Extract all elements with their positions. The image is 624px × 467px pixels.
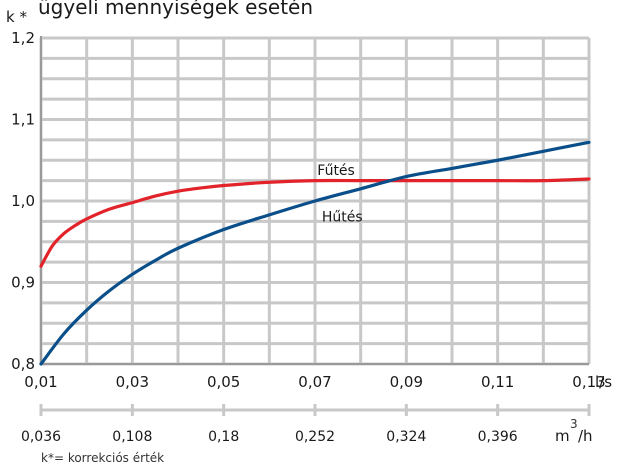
y-tick-label: 1,0: [11, 192, 35, 210]
x-axis-unit: l/s: [595, 373, 612, 391]
y-tick-label: 0,8: [11, 355, 35, 373]
x2-tick-label: 0,324: [386, 429, 426, 445]
x2-axis-unit-superscript: 3: [570, 417, 578, 431]
annotation-note: k*= korrekciós érték: [41, 451, 164, 465]
x2-tick-label: 0,036: [21, 429, 61, 445]
y-tick-label: 0,9: [11, 274, 35, 292]
x-tick-label: 0,09: [390, 373, 423, 391]
labels: 0,8 0,9 1,0 1,1 1,2 k * 0,01 0,03 0,05 0,07 0,09 0,…: [6, 8, 612, 445]
y-tick-label: 1,1: [11, 111, 35, 129]
header-fragment: ügyeli mennyiségek esetén: [38, 0, 313, 19]
series-line-hutes: [39, 140, 591, 366]
series: [39, 140, 591, 366]
y-axis-label: k *: [6, 8, 27, 26]
x2-tick-label: 0,252: [295, 429, 335, 445]
x-tick-label: 0,11: [481, 373, 514, 391]
x2-axis-unit-base: m: [555, 427, 570, 445]
axes: [39, 36, 591, 416]
x-tick-label: 0,05: [207, 373, 240, 391]
x2-axis-unit-tail: /h: [578, 427, 593, 445]
x2-tick-label: 0,18: [208, 429, 239, 445]
x-tick-label: 0,03: [116, 373, 149, 391]
x-tick-label: 0,07: [298, 373, 331, 391]
x2-tick-label: 0,108: [112, 429, 152, 445]
x-tick-label: 0,13: [572, 373, 605, 391]
series-label-futes: Fűtés: [317, 163, 355, 179]
y-tick-label: 1,2: [11, 29, 35, 47]
series-line-futes: [39, 177, 591, 268]
series-label-hutes: Hűtés: [322, 209, 363, 225]
x-tick-label: 0,01: [24, 373, 57, 391]
x2-tick-label: 0,396: [478, 429, 518, 445]
